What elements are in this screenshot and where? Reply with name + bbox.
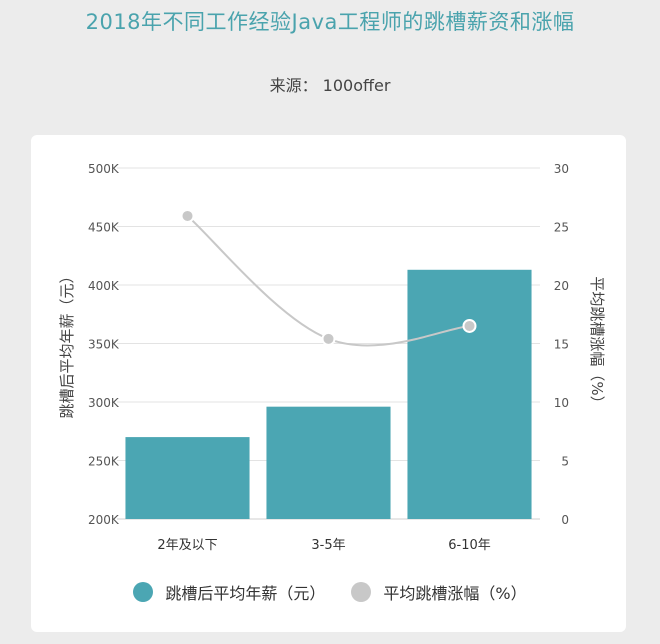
legend-item-raise[interactable]: 平均跳槽涨幅（%）: [351, 580, 527, 604]
y2-tick-label: 15: [554, 338, 569, 352]
x-tick-label: 3-5年: [311, 538, 345, 553]
y2-tick-label: 10: [554, 396, 569, 410]
bar: [407, 269, 532, 519]
raise-point: [321, 331, 336, 346]
bar: [266, 406, 391, 519]
y-tick-label: 250K: [88, 455, 120, 469]
bar: [125, 437, 250, 519]
chart-legend: 跳槽后平均年薪（元） 平均跳槽涨幅（%）: [0, 580, 660, 604]
y2-tick-label: 20: [554, 279, 569, 293]
y2-tick-label: 0: [561, 513, 569, 527]
y-tick-label: 300K: [88, 396, 120, 410]
legend-label-salary: 跳槽后平均年薪（元）: [165, 584, 326, 603]
y-axis-title: 跳槽后平均年薪（元）: [58, 268, 76, 418]
y2-axis-title: 平均跳槽涨幅（%）: [588, 276, 606, 410]
raise-point: [180, 208, 195, 223]
x-tick-label: 6-10年: [448, 538, 491, 553]
raise-point: [462, 318, 477, 333]
legend-label-raise: 平均跳槽涨幅（%）: [383, 584, 527, 603]
y-tick-label: 200K: [88, 513, 120, 527]
x-tick-label: 2年及以下: [157, 538, 217, 553]
legend-line-swatch: [351, 582, 372, 602]
y-tick-label: 400K: [88, 279, 120, 293]
y2-tick-label: 25: [554, 221, 569, 235]
y-tick-label: 350K: [88, 338, 120, 352]
chart-source: 来源： 100offer: [269, 76, 391, 95]
legend-bar-swatch: [133, 582, 154, 602]
y2-tick-label: 5: [561, 455, 569, 469]
legend-item-salary[interactable]: 跳槽后平均年薪（元）: [133, 580, 325, 604]
chart-title: 2018年不同工作经验Java工程师的跳槽薪资和涨幅: [85, 10, 575, 34]
y-tick-label: 500K: [88, 162, 120, 176]
y2-tick-label: 30: [554, 162, 569, 176]
y-tick-label: 450K: [88, 221, 120, 235]
